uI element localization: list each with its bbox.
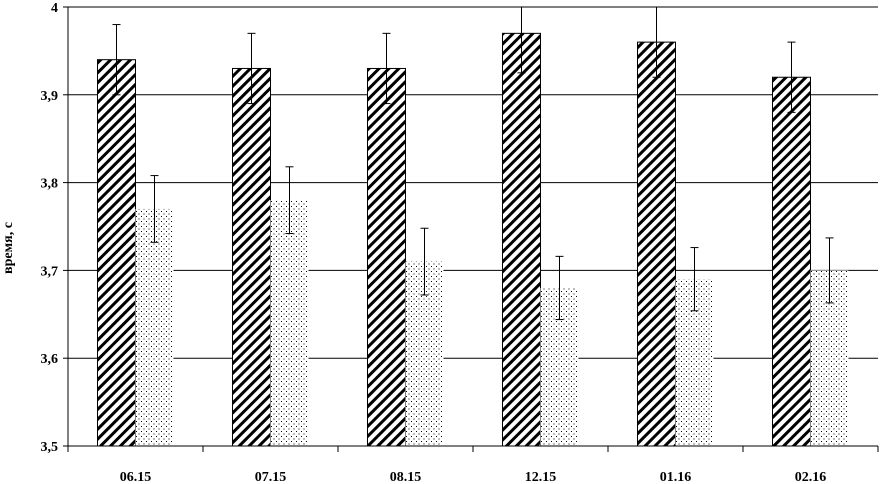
y-tick-labels: 3,5 3,6 3,7 3,8 3,9 4 [41, 1, 59, 455]
y-axis-title: время, с [1, 222, 16, 274]
bar [772, 76, 811, 447]
error-bar [247, 32, 256, 105]
y-tick-label: 3,6 [41, 352, 59, 367]
bars [97, 32, 849, 447]
y-tick-label: 3,8 [41, 177, 59, 192]
x-tick-labels: 06.15 07.15 08.15 12.15 01.16 02.16 [120, 470, 827, 484]
bar [232, 67, 271, 447]
error-bar [112, 24, 121, 96]
error-bar [690, 247, 699, 312]
bar [502, 32, 541, 447]
error-bar [652, 6, 661, 78]
bar [97, 59, 136, 447]
y-tick-label: 3,7 [41, 264, 59, 279]
y-tick-label: 3,5 [41, 440, 59, 455]
x-tick-label: 02.16 [795, 470, 827, 484]
x-tick-label: 08.15 [390, 470, 422, 484]
y-tick-label: 4 [51, 1, 58, 16]
x-tick-label: 01.16 [660, 470, 692, 484]
error-bar [555, 255, 564, 321]
bar [637, 41, 676, 447]
error-bars [112, 6, 834, 321]
error-bar [382, 32, 391, 105]
bar [135, 208, 174, 446]
gridlines [68, 6, 878, 447]
x-tick-label: 07.15 [255, 470, 287, 484]
error-bar [150, 175, 159, 243]
error-bar [285, 166, 294, 235]
error-bar [787, 41, 796, 113]
error-bar [825, 237, 834, 304]
error-bar [420, 227, 429, 296]
bar [367, 67, 406, 447]
error-bar [517, 7, 526, 74]
x-tick-label: 12.15 [525, 470, 557, 484]
x-tick-label: 06.15 [120, 470, 152, 484]
y-tick-label: 3,9 [41, 89, 59, 104]
axes [63, 6, 879, 452]
bar [270, 200, 309, 446]
